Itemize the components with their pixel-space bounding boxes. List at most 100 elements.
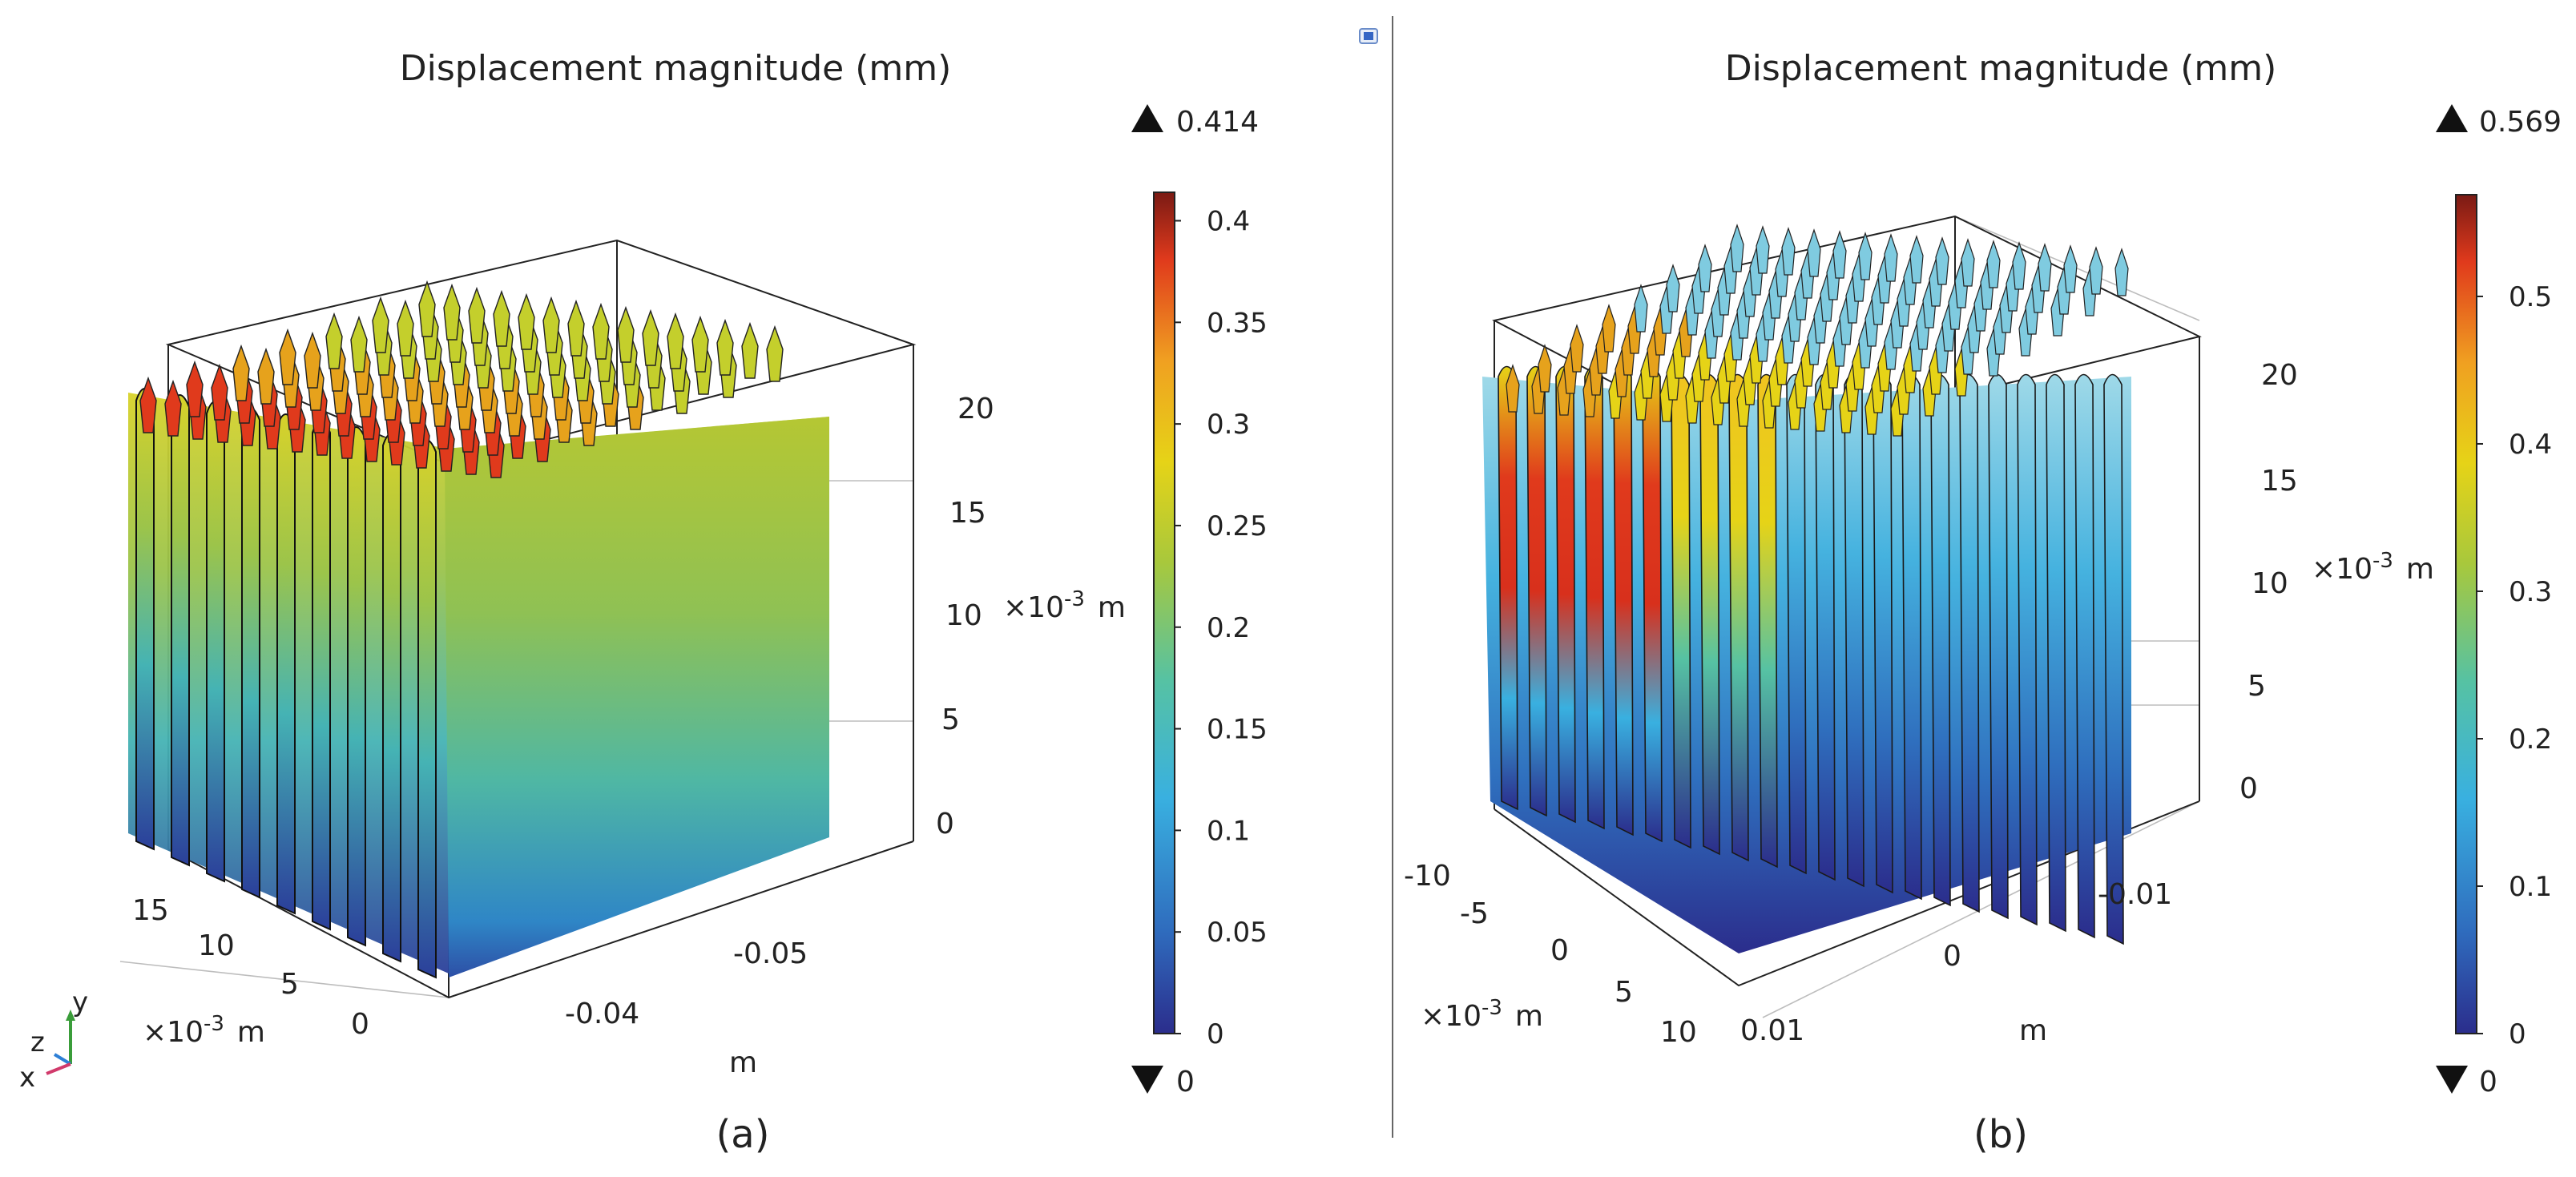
fin xyxy=(2017,373,2038,926)
fin xyxy=(1873,373,1893,894)
fin xyxy=(1613,365,1634,836)
fin-tip xyxy=(1730,224,1744,272)
fin-tip xyxy=(1986,240,2001,288)
svg-text:0: 0 xyxy=(1176,1066,1195,1098)
fin-tip xyxy=(186,360,204,417)
window-icon[interactable] xyxy=(1359,28,1378,44)
fin xyxy=(312,420,331,931)
fin xyxy=(1642,365,1663,843)
fin-tip xyxy=(766,324,784,382)
panel-b-label: (b) xyxy=(1973,1112,2028,1157)
triangle-down-icon xyxy=(1131,1066,1163,1094)
fin xyxy=(135,388,155,851)
triangle-up-icon xyxy=(1131,104,1163,132)
svg-text:0.569: 0.569 xyxy=(2479,106,2562,139)
fin-tip xyxy=(372,296,389,353)
colorbar-tick-label: 0.4 xyxy=(1207,206,1250,238)
fin xyxy=(1584,365,1605,830)
svg-text:10: 10 xyxy=(198,929,235,962)
panel-b-geometry xyxy=(1482,224,2131,953)
fin-tip xyxy=(493,289,510,347)
svg-text:5: 5 xyxy=(1615,976,1633,1009)
fin-tip xyxy=(1698,244,1712,292)
colorbar-tick-label: 0.4 xyxy=(2509,429,2552,461)
svg-text:15: 15 xyxy=(2261,465,2298,498)
colorbar-tick-label: 0.3 xyxy=(2509,576,2552,608)
fin-tip xyxy=(542,296,560,353)
svg-text:z: z xyxy=(30,1026,45,1058)
fin xyxy=(1988,373,2009,920)
fin xyxy=(2074,373,2095,939)
panel-a-vertical-ticks: 20 15 10 5 0 ×10-3 m xyxy=(936,393,1126,840)
panel-a-geometry xyxy=(128,280,829,979)
svg-text:5: 5 xyxy=(280,968,299,1001)
fin xyxy=(347,426,366,947)
fin-tip xyxy=(443,283,461,341)
svg-text:10: 10 xyxy=(1660,1016,1697,1049)
svg-text:0.414: 0.414 xyxy=(1176,106,1259,139)
panel-a-horizontal-ticks: -0.04 -0.05 m xyxy=(565,937,808,1079)
panel-b-horizontal-ticks: -0.01 0 0.01 m xyxy=(1740,878,2172,1047)
fin xyxy=(1555,365,1576,824)
svg-text:×10-3m: ×10-3 m xyxy=(1421,996,1543,1033)
svg-text:0: 0 xyxy=(1943,940,1961,973)
panel-b-title: Displacement magnitude (mm) xyxy=(1725,48,2277,89)
fin-tip xyxy=(1807,228,1821,277)
fin xyxy=(1844,373,1864,888)
fin xyxy=(1699,373,1720,856)
svg-text:m: m xyxy=(729,1046,757,1079)
fin-tip xyxy=(164,379,182,437)
fin-tip xyxy=(1602,304,1616,353)
fin-tip xyxy=(1538,344,1552,393)
fin xyxy=(241,407,260,899)
colorbar-tick-label: 0.2 xyxy=(2509,724,2552,756)
fin xyxy=(1901,373,1922,901)
fin xyxy=(417,439,437,979)
svg-text:-0.05: -0.05 xyxy=(733,937,808,970)
panel-a: Displacement magnitude (mm) xyxy=(19,48,1268,1157)
fin-tip xyxy=(211,363,228,421)
panel-a-front-face xyxy=(445,417,829,977)
colorbar-tick-label: 0 xyxy=(1207,1018,1224,1050)
fin-tip xyxy=(518,292,535,350)
svg-text:y: y xyxy=(72,986,88,1018)
colorbar-tick-label: 0.1 xyxy=(2509,871,2552,903)
fin-tip xyxy=(1756,225,1770,274)
svg-text:m: m xyxy=(2019,1014,2047,1047)
svg-text:15: 15 xyxy=(132,894,169,927)
svg-text:0: 0 xyxy=(2239,772,2258,805)
fin-tip xyxy=(1570,324,1584,373)
axis-triad-icon: y z x xyxy=(19,986,88,1094)
svg-text:0: 0 xyxy=(1550,934,1569,967)
fin-tip xyxy=(418,280,436,337)
fin-tip xyxy=(304,331,321,389)
svg-text:×10-3m: ×10-3 m xyxy=(2312,549,2434,586)
fin xyxy=(1786,373,1807,875)
fin xyxy=(1671,373,1691,849)
fin-tip xyxy=(2038,243,2052,292)
fin-tip xyxy=(642,308,659,366)
fin-tip xyxy=(592,302,610,360)
fin-tip xyxy=(397,299,414,357)
svg-text:-0.04: -0.04 xyxy=(565,998,639,1030)
fin xyxy=(1526,365,1547,817)
panel-b-depth-ticks: -10 -5 0 5 10 ×10-3 m xyxy=(1404,860,1697,1049)
fin-tip xyxy=(567,299,585,357)
fin-tip xyxy=(257,347,275,405)
fin xyxy=(1728,373,1749,862)
fin-tip xyxy=(468,286,486,344)
colorbar-tick-label: 0.2 xyxy=(1207,612,1250,644)
fin-tip xyxy=(1961,238,1975,287)
fin xyxy=(382,433,401,963)
fin-tip xyxy=(691,315,709,373)
fin-tip xyxy=(1935,236,1949,285)
fin-tip xyxy=(350,315,368,373)
fin xyxy=(276,413,296,915)
fin-tip xyxy=(2114,248,2129,296)
panel-b: Displacement magnitude (mm) 20 15 10 5 0 xyxy=(1404,48,2562,1157)
fin-tip xyxy=(2089,246,2103,295)
fin-tip xyxy=(1634,284,1648,333)
svg-text:5: 5 xyxy=(2247,670,2266,703)
panel-a-colorbar: 0.414 0.4 0.35 0.3 0.25 0.2 0.15 0.1 0.05 0 0 xyxy=(1131,104,1268,1098)
svg-text:×10-3m: ×10-3 m xyxy=(143,1012,265,1049)
